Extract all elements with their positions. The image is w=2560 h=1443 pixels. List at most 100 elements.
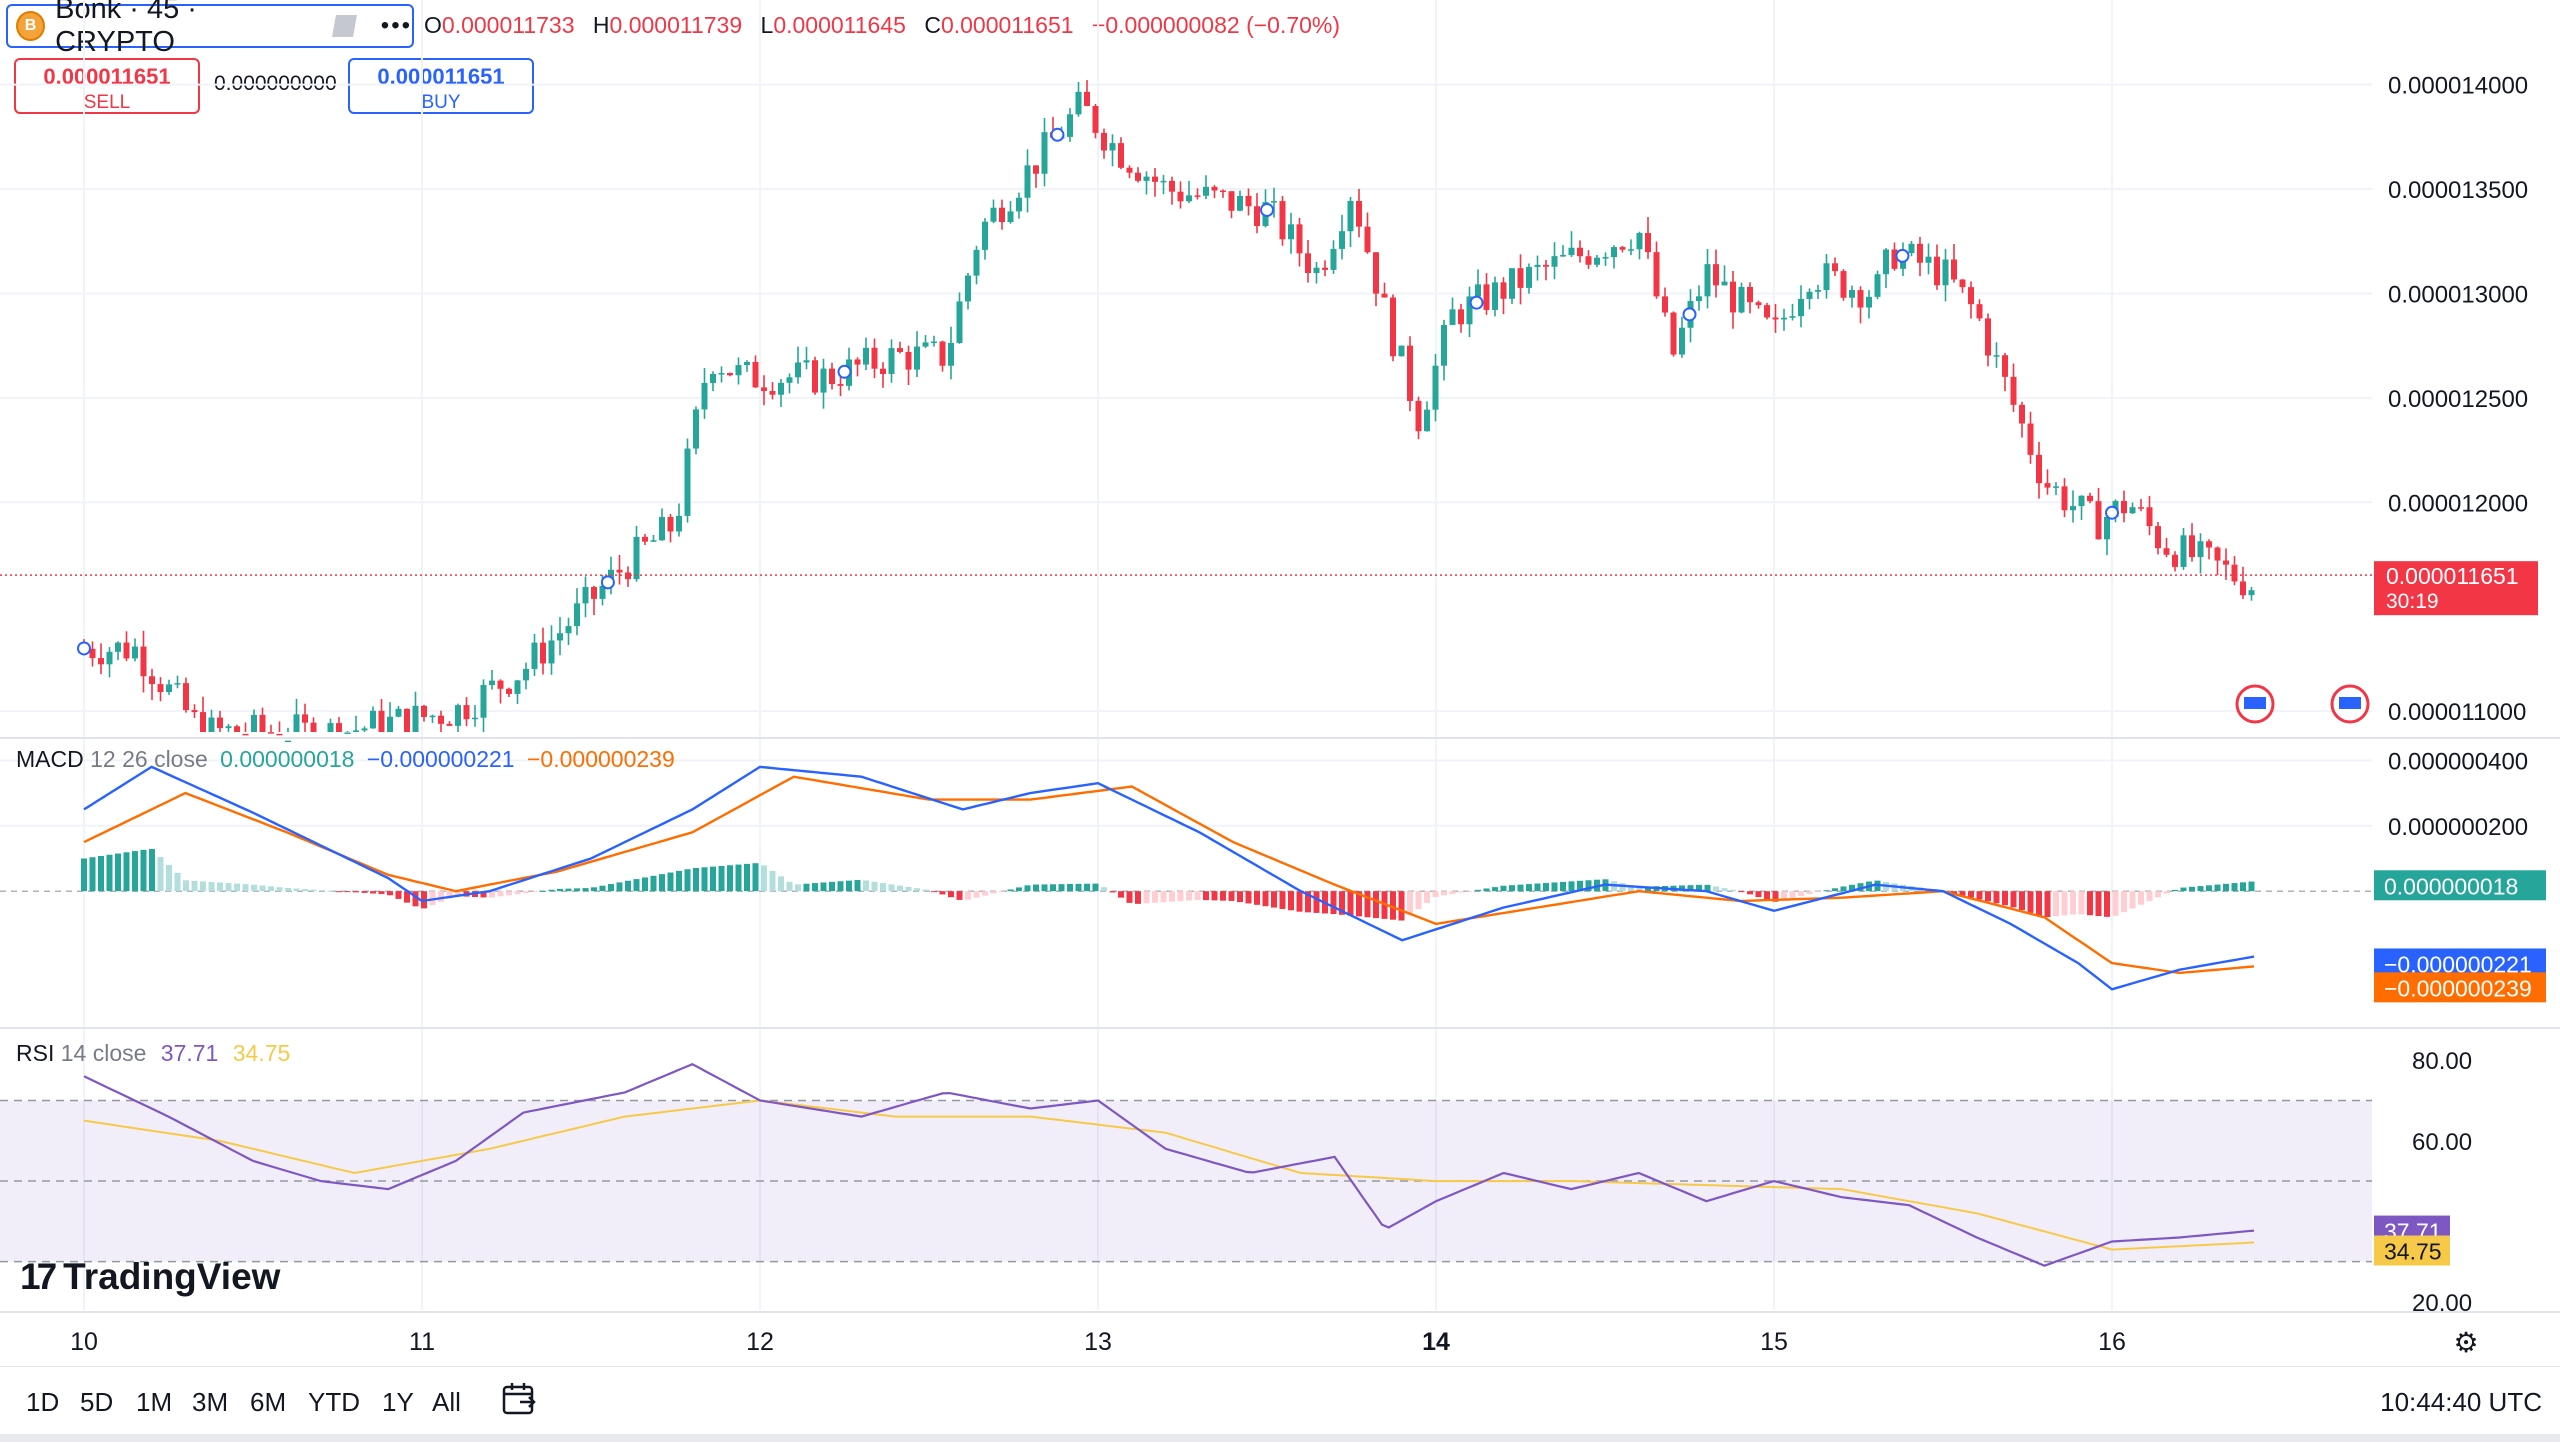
candle-body	[1347, 201, 1354, 232]
candle-body	[208, 717, 215, 732]
candle-body	[2121, 500, 2127, 514]
candle-body	[1067, 114, 1073, 137]
macd-hist-bar	[1543, 882, 1549, 892]
macd-hist-bar	[1500, 885, 1507, 892]
tradingview-logo[interactable]: 17 TradingView	[20, 1256, 280, 1298]
macd-hist-bar	[259, 885, 266, 892]
candle-body	[1577, 247, 1583, 257]
range-6m[interactable]: 6M	[250, 1387, 287, 1417]
macd-hist-bar	[1551, 882, 1558, 892]
macd-hist-bar	[2104, 891, 2110, 917]
range-ytd[interactable]: YTD	[308, 1387, 360, 1417]
candle-body	[489, 680, 495, 686]
low-label: L	[760, 12, 774, 38]
macd-hist-bar	[1220, 891, 1226, 901]
open-label: O	[424, 12, 442, 38]
macd-hist-bar	[1492, 887, 1498, 892]
macd-hist-bar	[1177, 891, 1184, 902]
macd-hist-bar	[871, 881, 878, 892]
range-1d[interactable]: 1D	[26, 1387, 60, 1417]
range-all[interactable]: All	[432, 1387, 461, 1417]
macd-hist-bar	[752, 863, 759, 892]
macd-hist-bar	[132, 851, 138, 892]
candle-body	[1169, 180, 1175, 192]
candle-body	[710, 374, 716, 383]
candle-body	[1007, 211, 1014, 223]
macd-hist-bar	[1976, 891, 1983, 900]
macd-hist-bar	[531, 891, 538, 893]
macd-hist-bar	[1577, 880, 1583, 892]
candle-body	[616, 569, 623, 573]
candle-body	[1475, 284, 1481, 297]
change-value: −0.000000082 (−0.70%)	[1091, 12, 1341, 38]
candle-body	[1713, 264, 1719, 286]
macd-hist-bar	[897, 885, 903, 892]
macd-hist-bar	[1390, 891, 1396, 920]
candle-body	[166, 684, 172, 693]
symbol-search[interactable]: B Bonk · 45 · CRYPTO •••	[6, 0, 414, 58]
macd-hist-bar	[438, 891, 444, 902]
macd-hist-bar	[1262, 891, 1269, 907]
candle-body	[769, 391, 776, 395]
candle-body	[591, 586, 597, 599]
candle-body	[1407, 345, 1413, 401]
bottom-strip	[0, 1434, 2560, 1442]
macd-hist-bar	[115, 853, 121, 892]
macd-hist-bar	[1118, 891, 1124, 898]
candle-body	[234, 726, 240, 732]
macd-hist-bar	[854, 880, 861, 892]
macd-hist-bar	[2112, 891, 2119, 916]
rsi-tick-label: 20.00	[2412, 1290, 2472, 1317]
macd-hist-bar	[1619, 883, 1626, 892]
macd-hist-bar	[1075, 883, 1082, 892]
candle-body	[1551, 256, 1558, 267]
macd-hist-bar	[268, 886, 274, 892]
calendar-arrow-icon[interactable]	[500, 1381, 540, 1421]
candle-body	[1798, 298, 1804, 317]
macd-hist-bar	[1313, 891, 1320, 913]
candle-body	[1679, 327, 1685, 355]
low-value: 0.000011645	[773, 12, 906, 38]
candle-body	[1092, 105, 1099, 133]
time-label-11: 11	[409, 1328, 435, 1356]
macd-hist-bar	[1679, 885, 1685, 892]
candle-body	[1492, 282, 1498, 310]
range-3m[interactable]: 3M	[192, 1387, 229, 1417]
macd-hist-bar	[829, 881, 835, 892]
range-1m[interactable]: 1M	[136, 1387, 173, 1417]
coin-icon: B	[16, 11, 46, 41]
macd-tick-label: 0.000000200	[2388, 814, 2528, 841]
settings-gear-icon[interactable]: ⚙	[2453, 1327, 2478, 1358]
chart-canvas[interactable]: 0.000014000 0.000013500 0.000013000 0.00001…	[0, 0, 2560, 1366]
candle-body	[871, 347, 878, 369]
range-5d[interactable]: 5D	[80, 1387, 114, 1417]
rsi-ma-line	[83, 1099, 2255, 1251]
candle-body	[1772, 317, 1779, 320]
macd-value-badge	[2374, 972, 2546, 1003]
macd-hist-bar	[225, 883, 232, 892]
us-flag-stripe	[2339, 697, 2361, 709]
candle-body	[98, 658, 104, 665]
macd-hist-bar	[1645, 886, 1651, 892]
macd-hist-bar	[429, 891, 436, 906]
macd-hist-bar	[616, 882, 623, 892]
macd-hist-bar	[242, 884, 249, 892]
candle-body	[2138, 507, 2144, 509]
macd-hist-bar	[1959, 891, 1966, 896]
time-label-12: 12	[746, 1328, 774, 1356]
candle-body	[157, 684, 164, 693]
macd-hist-bar	[744, 863, 750, 892]
more-icon[interactable]: •••	[380, 12, 413, 39]
candle-body	[2163, 548, 2170, 555]
candle-body	[1636, 233, 1643, 250]
macd-hist-bar	[1458, 891, 1464, 893]
candle-body	[395, 708, 402, 717]
rsi-title: RSI	[16, 1040, 55, 1066]
clock[interactable]: 10:44:40 UTC	[2380, 1387, 2542, 1417]
macd-hist-bar	[1398, 891, 1405, 921]
candle-body	[803, 360, 810, 363]
range-1y[interactable]: 1Y	[382, 1387, 414, 1417]
candle-body	[786, 377, 793, 383]
macd-hist-bar	[2002, 891, 2008, 906]
macd-pane	[0, 765, 2372, 991]
